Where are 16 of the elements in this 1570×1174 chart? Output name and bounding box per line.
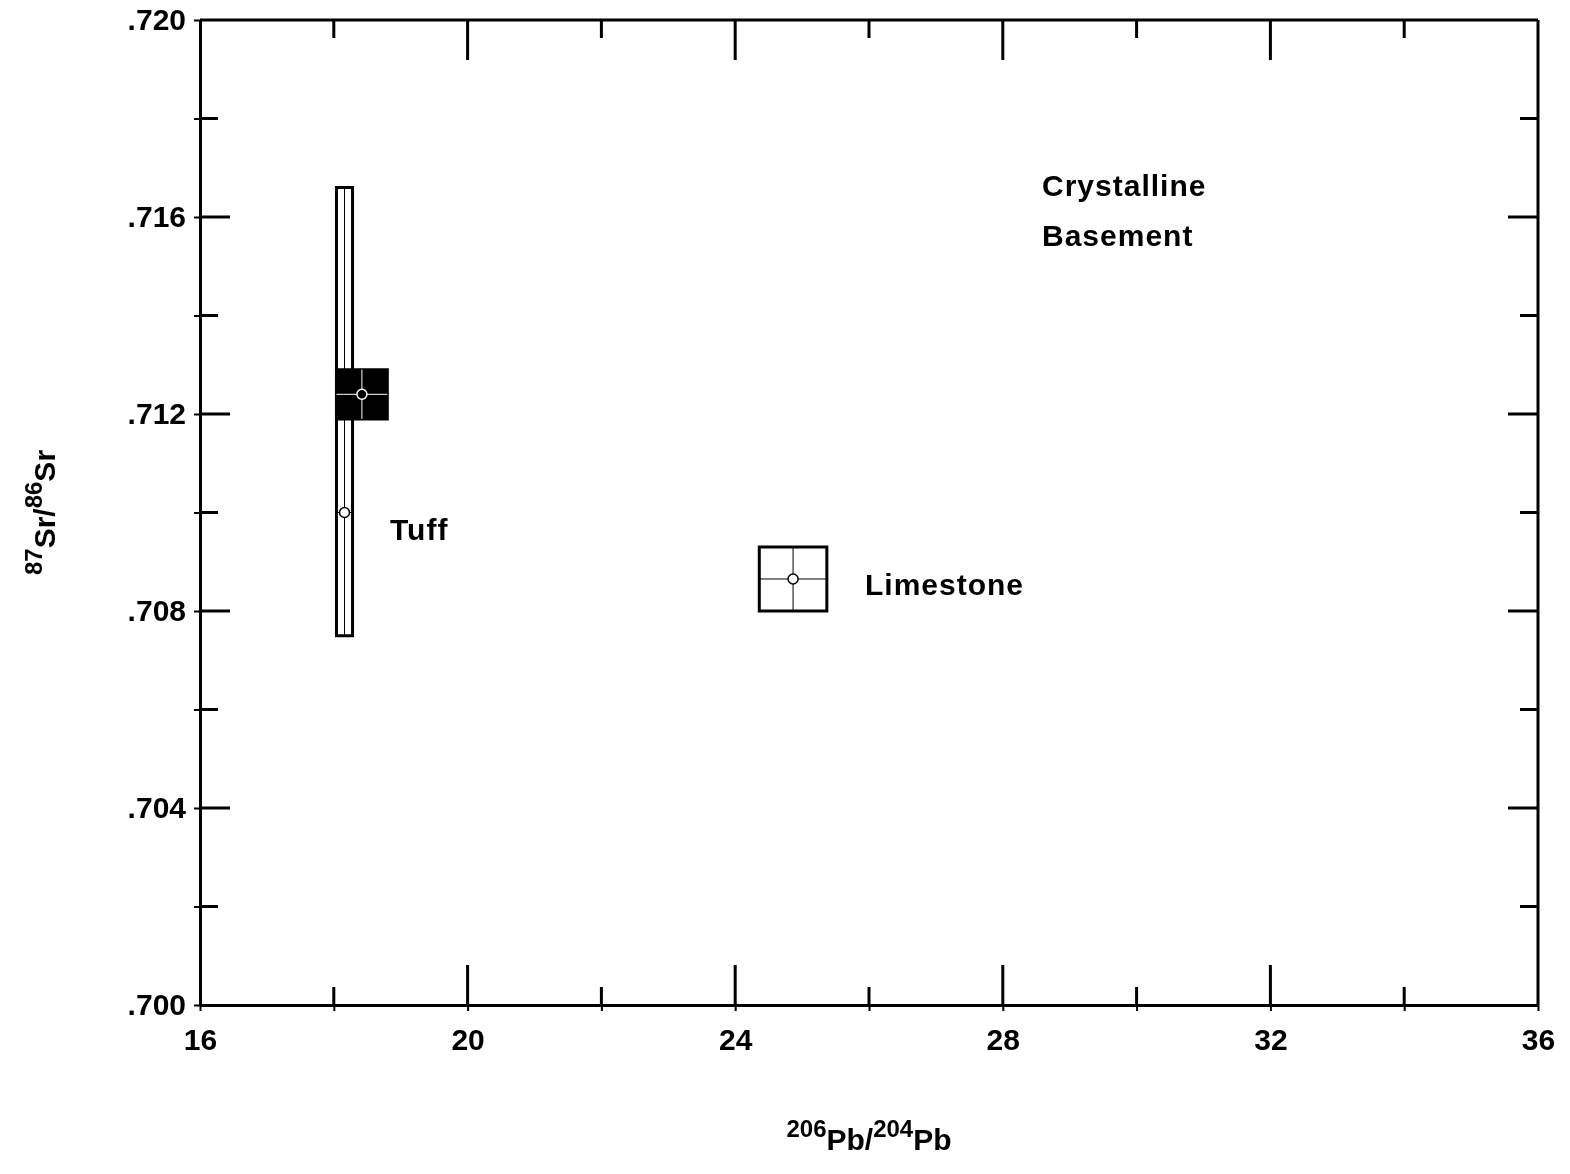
x-tick-label: 16 (183, 1023, 218, 1057)
annotation: Crystalline Basement (1042, 169, 1207, 252)
x-tick-label: 24 (719, 1023, 753, 1057)
x-tick-label: 28 (986, 1023, 1020, 1057)
x-tick-label: 32 (1254, 1023, 1288, 1057)
y-tick-label: .716 (127, 200, 186, 234)
y-tick-label: .700 (127, 988, 186, 1022)
y-tick-label: .712 (127, 397, 186, 431)
y-tick-label: .720 (127, 3, 186, 37)
y-tick-label: .704 (127, 791, 187, 825)
y-tick-label: .708 (127, 594, 186, 628)
x-axis-title: $^{206}$Pb/$^{204}$Pb (786, 1114, 952, 1156)
annotation: Limestone (865, 568, 1025, 601)
x-tick-label: 20 (451, 1023, 485, 1057)
x-tick-label: 36 (1521, 1023, 1556, 1057)
annotation: Tuff (390, 513, 449, 546)
